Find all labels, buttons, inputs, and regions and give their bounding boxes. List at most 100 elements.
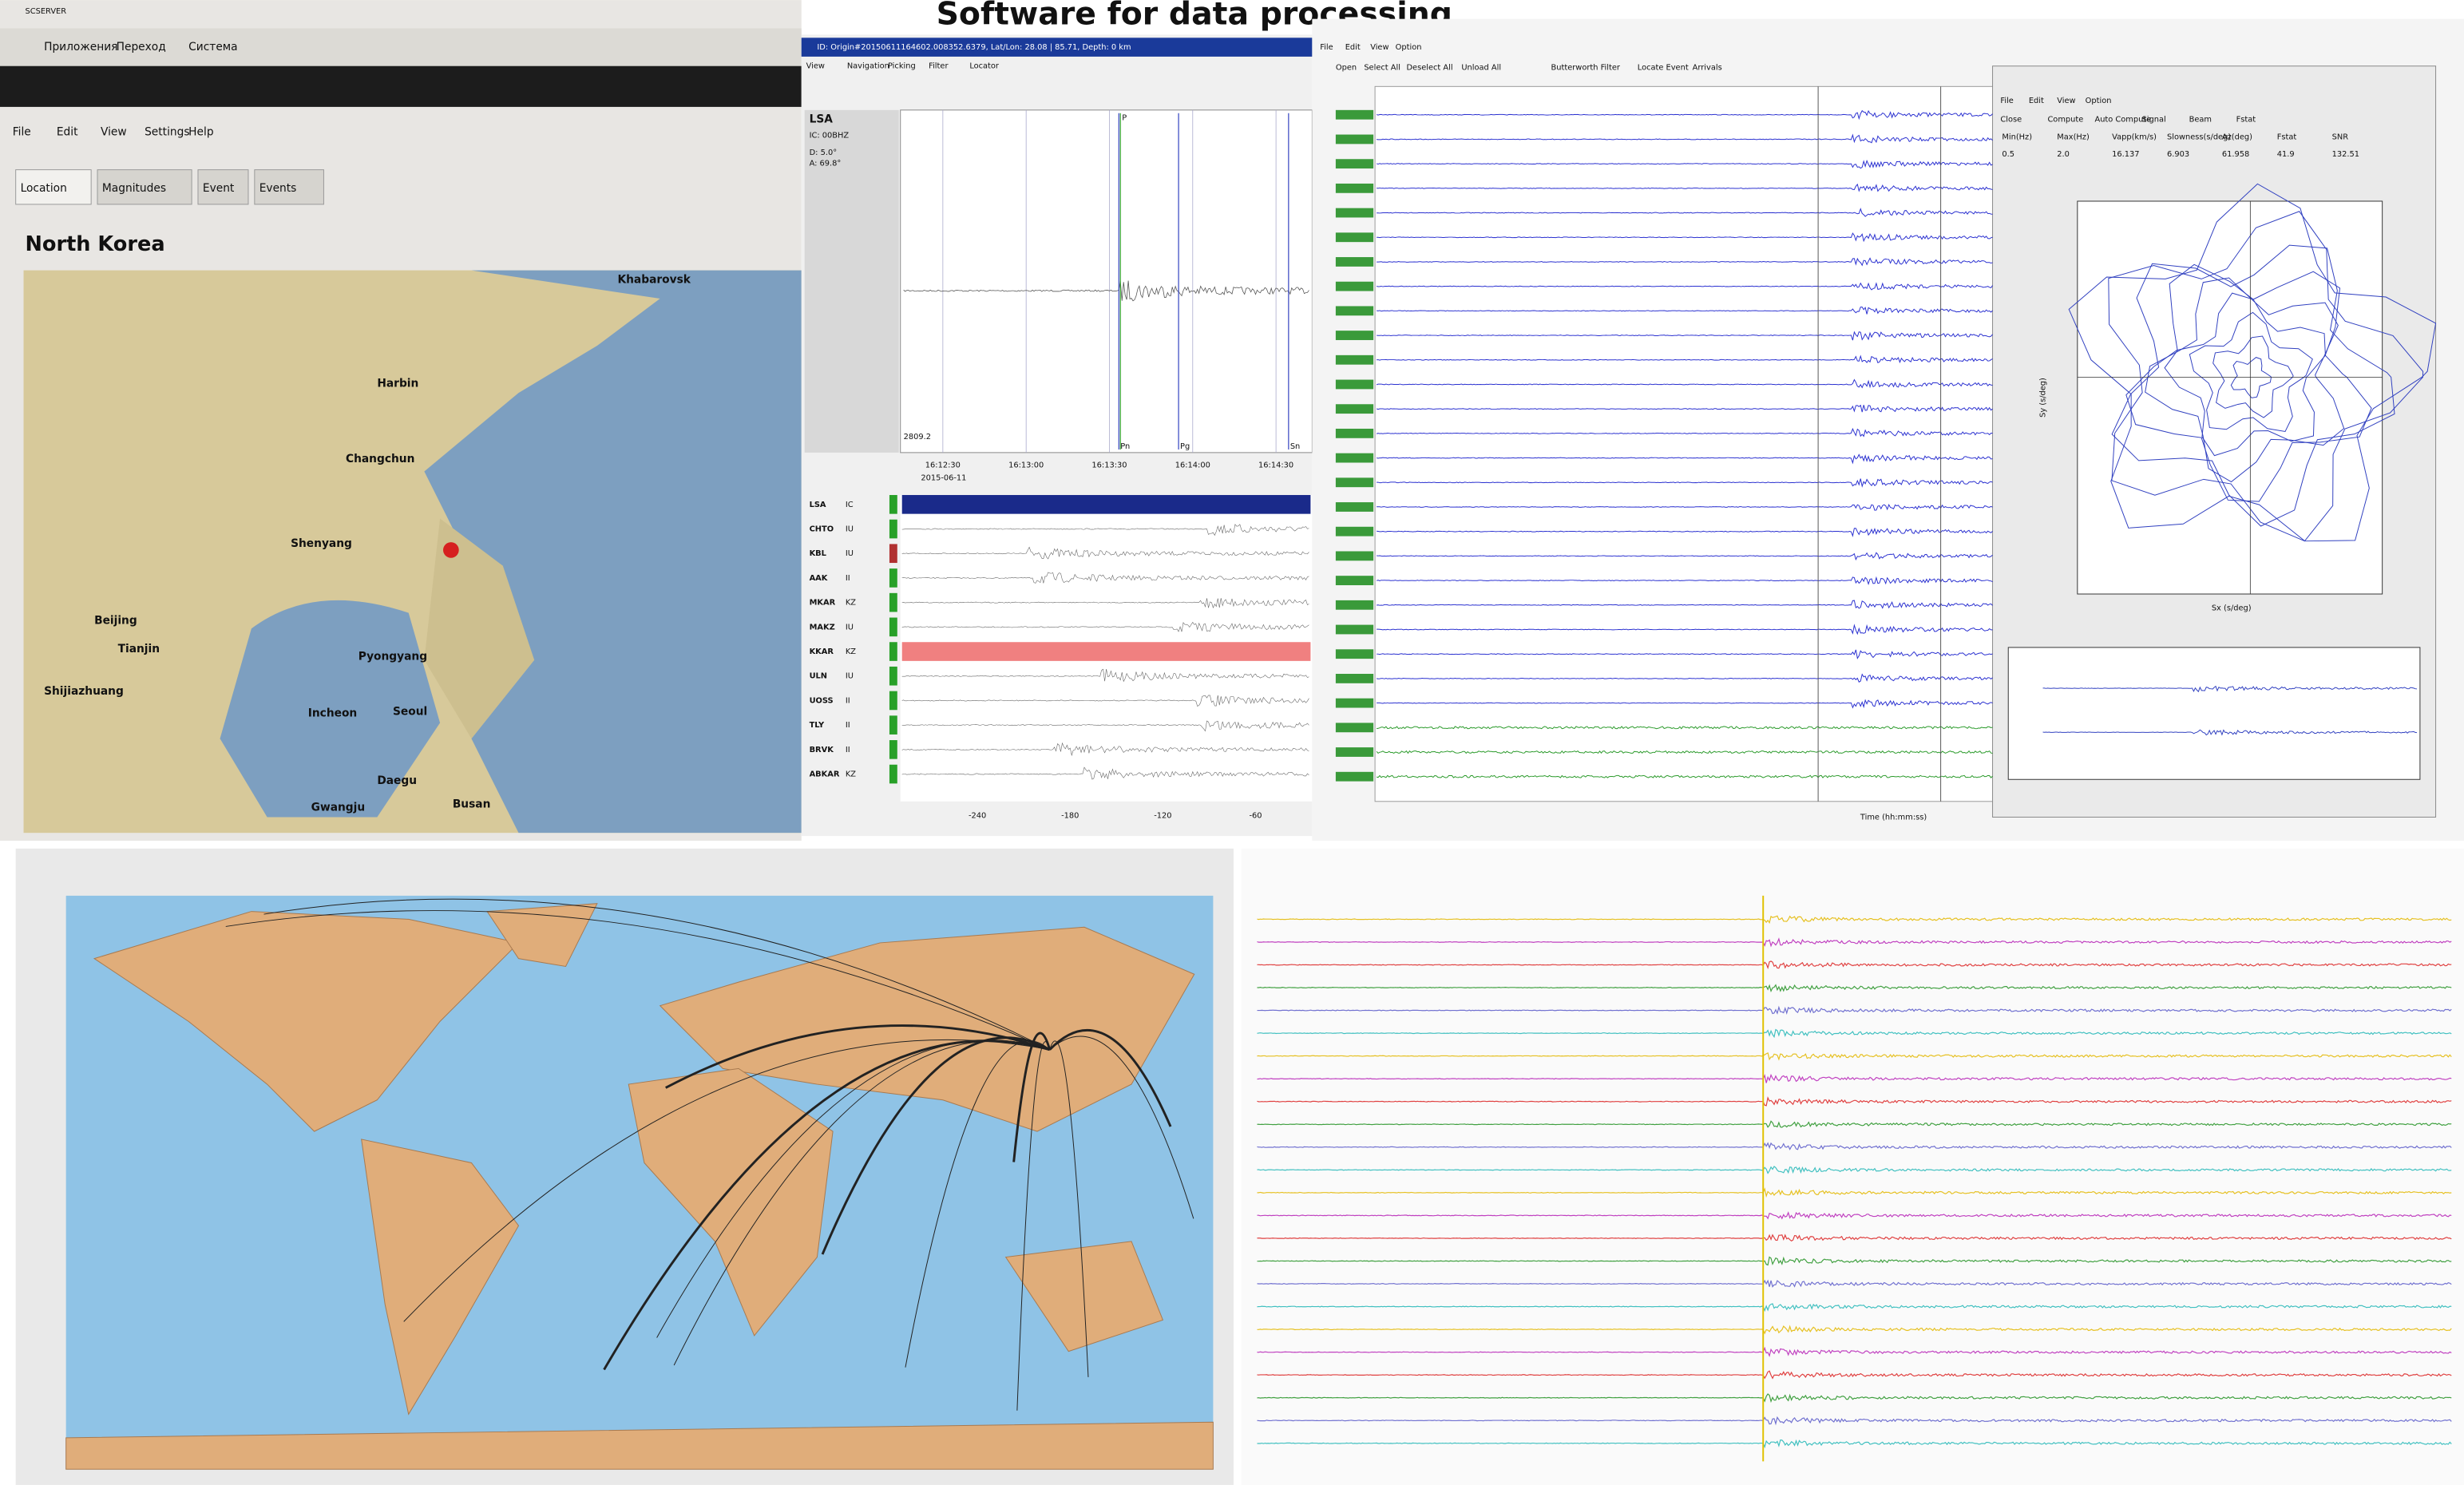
disabled-trace [901, 642, 1311, 661]
trace [1377, 478, 1993, 488]
ray-path [1049, 1040, 1089, 1377]
bohai-sea [220, 600, 441, 818]
trace-area [900, 109, 1313, 453]
system-bar [0, 28, 802, 66]
trace [1377, 552, 1993, 561]
fk-contour [2164, 292, 2326, 457]
fk-plot [2077, 200, 2383, 595]
station-net: II [846, 696, 850, 705]
multi-trace-window [1241, 848, 2464, 1485]
station-net: KZ [846, 647, 856, 656]
station-code: UOSS [810, 696, 834, 705]
menu-item: Edit [57, 125, 78, 138]
epicenter [443, 542, 459, 558]
station-flag [889, 519, 897, 539]
trace [1376, 427, 1993, 438]
continents [65, 903, 1214, 1470]
fk-column: Fstat [2277, 133, 2297, 141]
fk-column: Vapp(km/s) [2112, 133, 2157, 141]
toolbar-button[interactable]: Butterworth Filter [1551, 64, 1621, 73]
trace [1376, 576, 1993, 585]
trace [1377, 354, 1993, 364]
tab-label: Location [21, 182, 67, 195]
station-net: KZ [846, 599, 856, 608]
toolbar-button[interactable]: Unload All [1461, 64, 1501, 73]
fk-contour [2189, 311, 2313, 433]
fk-menu-item: Option [2086, 97, 2112, 105]
trace [1377, 600, 1993, 609]
tab[interactable] [97, 169, 192, 205]
multi-trace [1257, 1325, 2452, 1335]
map-label: Seoul [393, 706, 427, 719]
toolbar-button[interactable]: Arrivals [1693, 64, 1722, 73]
station-info [804, 109, 899, 453]
trace [1376, 109, 1993, 121]
system-menu-item: Переход [117, 41, 166, 53]
ray-path [1016, 1041, 1051, 1411]
trace [1377, 232, 1993, 243]
trace [1377, 699, 1993, 709]
trace-menu-item: View [1370, 43, 1388, 52]
station-trace [901, 668, 1309, 683]
ray-path [673, 1040, 1050, 1366]
trace-label-box [1335, 428, 1374, 438]
trace-label-box [1335, 673, 1374, 683]
multi-trace [1257, 1096, 2452, 1107]
trace [1376, 726, 1993, 730]
ray-path [905, 1040, 1051, 1368]
trace-plot [1374, 85, 1996, 802]
map-label: Changchun [346, 453, 414, 465]
channel: IC: 00BHZ [810, 131, 850, 140]
station-trace [901, 598, 1309, 608]
trace-label-box [1335, 551, 1374, 561]
tab-label: Event [203, 182, 235, 195]
toolbar-button[interactable]: Open [1336, 64, 1357, 73]
offset-tick: -60 [1249, 812, 1262, 821]
offset-tick: -180 [1061, 812, 1079, 821]
fk-contour [2111, 244, 2395, 527]
fk-value: 132.51 [2332, 150, 2359, 159]
trace [1376, 378, 1993, 389]
ray-path [225, 910, 1050, 1051]
menu-item: Settings [145, 125, 189, 138]
amplitude: 2809.2 [904, 433, 931, 442]
korea [424, 518, 535, 739]
trace-menu-item: Option [1396, 43, 1422, 52]
tab[interactable] [197, 169, 249, 205]
tab[interactable] [254, 169, 324, 205]
ray-path [1049, 1036, 1194, 1219]
menu-item: View [101, 125, 127, 138]
fk-column: Az(deg) [2222, 133, 2252, 141]
station-trace [901, 766, 1309, 780]
station-flag [889, 617, 897, 637]
fk-value: 61.958 [2222, 150, 2249, 159]
station-flag [889, 544, 897, 564]
map-label: Gwangju [311, 802, 365, 814]
trace-label-box [1335, 502, 1374, 512]
picker-menu-item: Filter [929, 62, 949, 71]
menu-item: Help [188, 125, 213, 138]
toolbar-button[interactable]: Deselect All [1406, 64, 1452, 73]
map-label: Busan [453, 798, 491, 811]
trace-label-box [1335, 453, 1374, 463]
tab[interactable] [15, 169, 92, 205]
station-code: KBL [810, 549, 826, 558]
station-code: CHTO [810, 525, 834, 534]
trace [1377, 624, 1993, 636]
station-net: II [846, 721, 850, 730]
multi-trace [1257, 915, 2452, 925]
fk-x-label: Sx (s/deg) [2212, 604, 2252, 613]
map-label: Harbin [377, 377, 418, 390]
station-trace [901, 695, 1309, 707]
station-trace [901, 546, 1309, 560]
station-flag [889, 642, 897, 661]
station-trace [901, 572, 1309, 584]
main-trace [903, 280, 1309, 302]
offset-tick: -240 [969, 812, 986, 821]
toolbar-button[interactable]: Select All [1364, 64, 1400, 73]
station-code: LSA [810, 501, 826, 509]
toolbar-button[interactable]: Locate Event [1638, 64, 1689, 73]
time-tick: 16:12:30 [925, 461, 961, 470]
station-net: IC [846, 501, 854, 509]
